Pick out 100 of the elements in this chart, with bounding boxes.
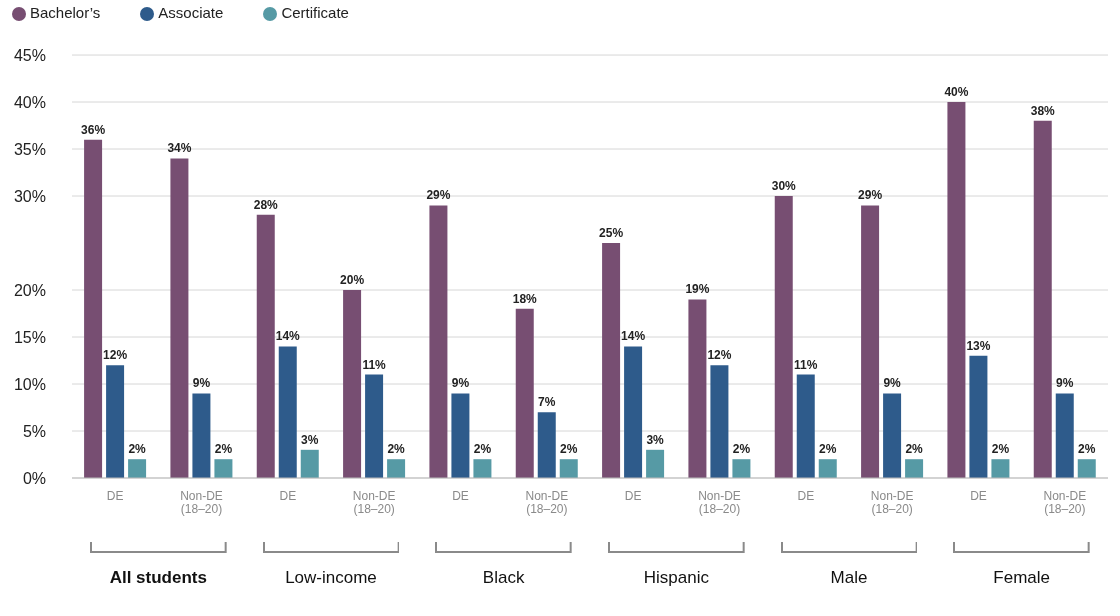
bar — [624, 346, 643, 478]
data-label: 40% — [944, 85, 969, 100]
y-tick-label: 20% — [13, 281, 46, 299]
x-tick-label: DE — [106, 489, 124, 503]
data-label: 2% — [560, 442, 578, 457]
x-tick-label: Non-DE (18–20) — [352, 489, 396, 516]
text: All students — [108, 568, 208, 588]
data-label: 14% — [621, 329, 646, 344]
data-label: 2% — [819, 442, 837, 457]
x-tick-label: DE — [624, 489, 642, 503]
bar — [818, 459, 837, 478]
text: Female — [992, 568, 1051, 588]
text: Male — [829, 568, 869, 588]
bar — [256, 214, 275, 478]
text: Hispanic — [642, 568, 710, 588]
bar — [170, 158, 189, 478]
y-tick-label: 0% — [22, 469, 46, 487]
x-tick-label: Non-DE (18–20) — [180, 489, 223, 516]
bar — [128, 459, 147, 478]
bar — [192, 393, 211, 478]
data-label: 28% — [253, 197, 279, 212]
bar — [991, 459, 1010, 478]
data-label: 2% — [1078, 442, 1096, 457]
bar — [451, 393, 470, 478]
data-label: 19% — [685, 282, 710, 297]
data-label: 2% — [732, 442, 751, 457]
data-label: 2% — [214, 442, 233, 457]
x-tick-label: DE — [452, 489, 469, 503]
bar — [796, 374, 815, 478]
bar — [365, 374, 384, 478]
bar — [1077, 459, 1096, 478]
data-label: 38% — [1030, 103, 1056, 118]
data-label: 9% — [883, 376, 902, 391]
bar — [883, 393, 902, 478]
data-label: 11% — [362, 357, 387, 372]
data-label: 14% — [275, 329, 301, 344]
bar — [473, 459, 492, 478]
data-label: 25% — [599, 226, 624, 241]
x-tick-label: DE — [797, 489, 815, 503]
data-label: 12% — [103, 348, 128, 363]
bar — [343, 290, 362, 478]
bar — [559, 459, 578, 478]
bar — [106, 365, 125, 478]
data-label: 3% — [646, 432, 665, 447]
data-label: 2% — [991, 442, 1010, 457]
data-label: 2% — [128, 442, 147, 457]
bar — [429, 205, 448, 478]
bar — [387, 459, 406, 478]
y-tick-label: 10% — [13, 375, 46, 393]
bar — [774, 196, 793, 478]
text: Low-income — [284, 568, 378, 588]
x-tick-label: DE — [279, 489, 297, 503]
y-tick-label: 5% — [22, 422, 46, 440]
bar — [515, 308, 534, 478]
text: Black — [481, 568, 526, 588]
x-tick-label: Non-DE (18–20) — [698, 489, 741, 516]
bar — [732, 459, 751, 478]
bar — [214, 459, 233, 478]
bar — [861, 205, 880, 478]
data-label: 29% — [858, 188, 883, 203]
data-label: 30% — [771, 179, 797, 194]
legend-label: Bachelor’s — [30, 4, 101, 21]
data-label: 18% — [512, 291, 538, 306]
bar — [1055, 393, 1074, 478]
data-label: 34% — [167, 141, 192, 156]
bar — [646, 449, 665, 478]
legend-label: Associate — [158, 4, 224, 21]
x-tick-label: Non-DE (18–20) — [870, 489, 914, 516]
bar — [710, 365, 729, 478]
y-tick-label: 30% — [13, 187, 46, 205]
y-tick-label: 45% — [13, 46, 46, 64]
bar — [84, 139, 103, 478]
bar — [947, 102, 966, 478]
data-label: 12% — [707, 348, 732, 363]
x-tick-label: Non-DE (18–20) — [525, 489, 569, 516]
bar — [1033, 120, 1052, 478]
bar — [602, 243, 621, 478]
legend-label: Certificate — [281, 4, 349, 21]
data-label: 29% — [426, 188, 451, 203]
data-label: 9% — [192, 376, 211, 391]
bar — [537, 412, 556, 478]
bar — [969, 355, 988, 478]
y-tick-label: 40% — [13, 93, 46, 111]
data-label: 9% — [1056, 376, 1074, 391]
bar — [905, 459, 924, 478]
data-label: 20% — [340, 273, 365, 288]
data-label: 9% — [451, 376, 470, 391]
data-label: 11% — [794, 357, 818, 372]
data-label: 36% — [81, 122, 106, 137]
bar — [688, 299, 707, 478]
bar — [300, 449, 319, 478]
y-tick-label: 15% — [13, 328, 46, 346]
data-label: 3% — [301, 432, 319, 447]
data-label: 2% — [473, 442, 492, 457]
y-tick-label: 35% — [13, 140, 46, 158]
bar — [278, 346, 297, 478]
data-label: 2% — [905, 442, 924, 457]
data-label: 7% — [538, 395, 556, 410]
x-tick-label: Non-DE (18–20) — [1043, 489, 1087, 516]
x-tick-label: DE — [970, 489, 987, 503]
